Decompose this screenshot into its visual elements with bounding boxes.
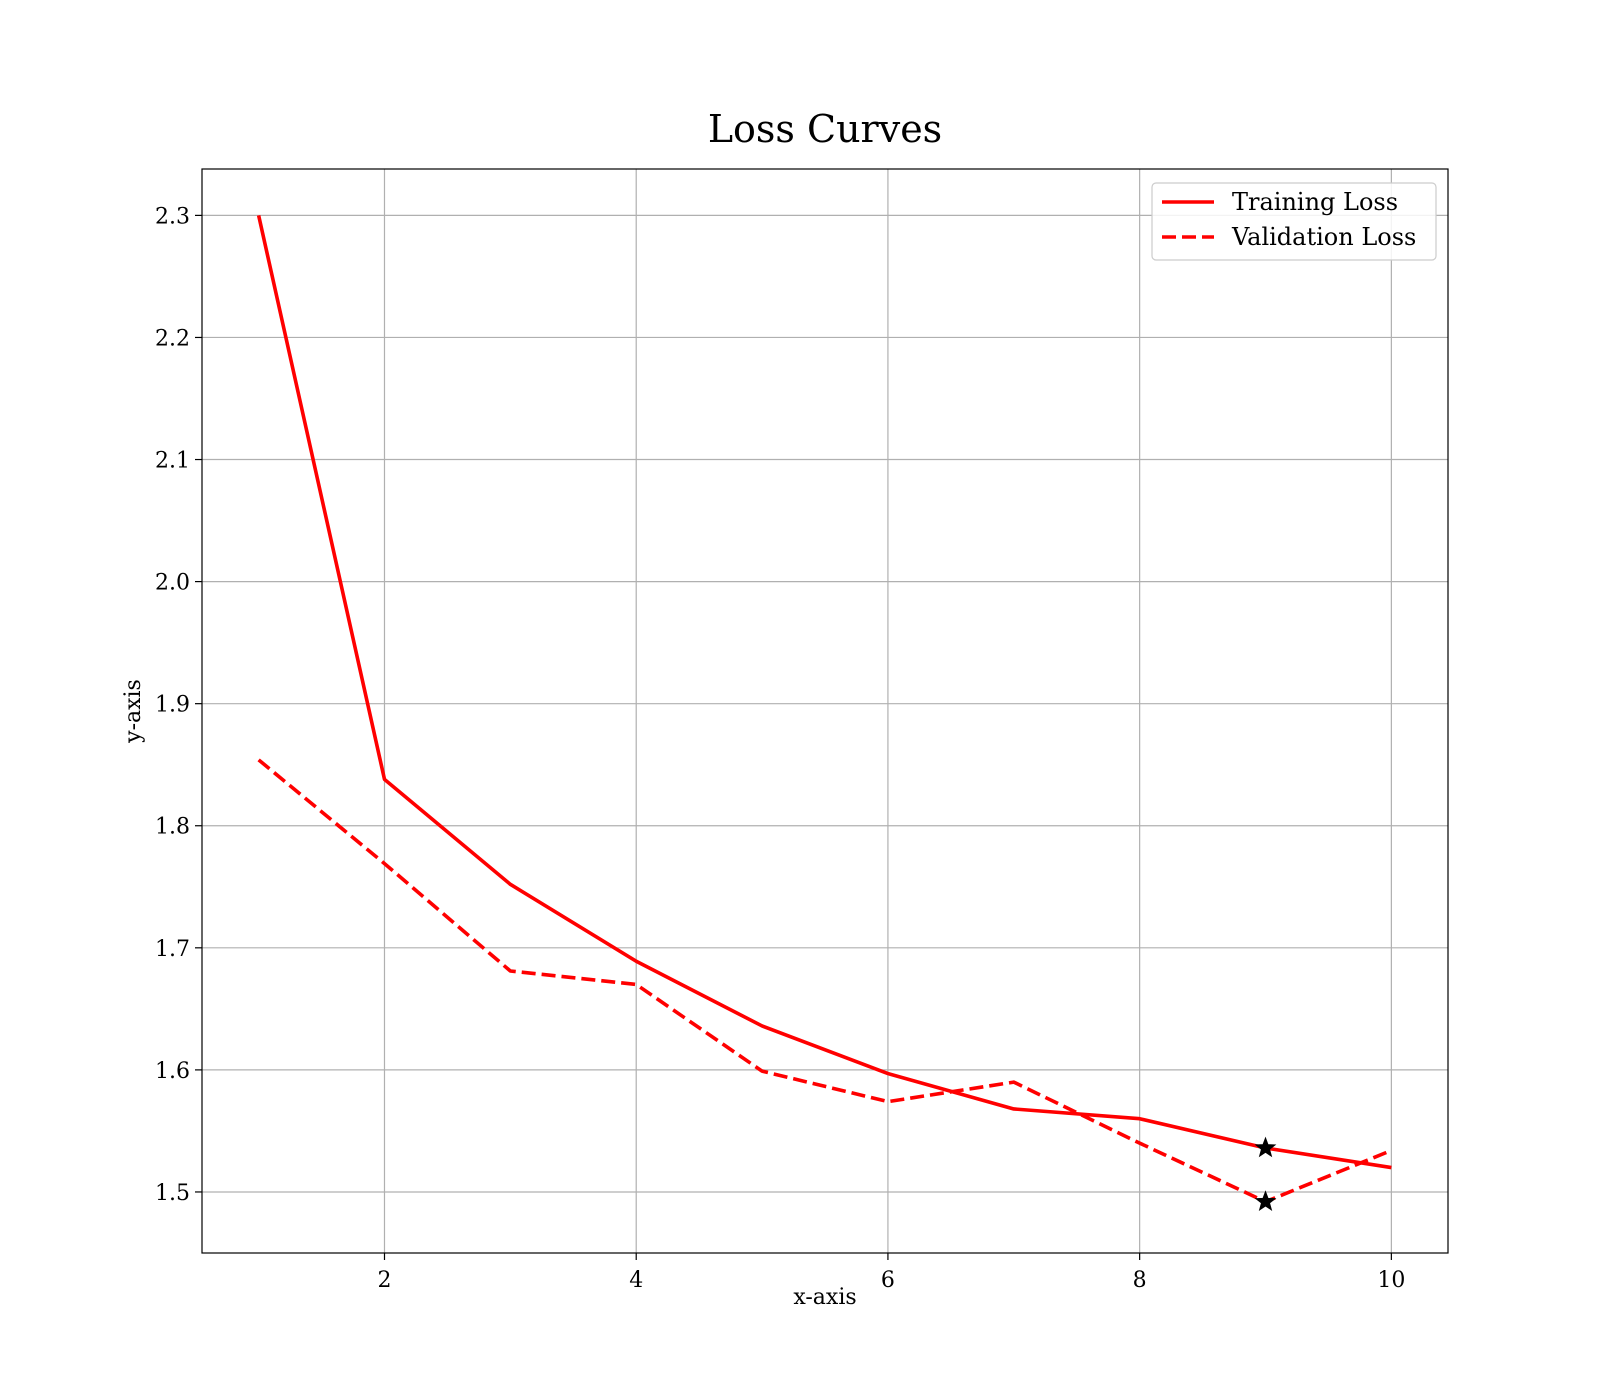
grid-lines — [202, 169, 1448, 1253]
x-tick-label-4: 10 — [1377, 1268, 1405, 1293]
star-markers — [1254, 1136, 1277, 1211]
legend-label-1: Validation Loss — [1231, 223, 1416, 251]
y-tick-label-5: 2.0 — [155, 571, 190, 596]
y-tick-label-3: 1.8 — [155, 815, 190, 840]
y-tick-label-0: 1.5 — [155, 1181, 190, 1206]
y-tick-label-8: 2.3 — [155, 204, 190, 229]
x-tick-label-2: 6 — [881, 1268, 895, 1293]
legend-label-0: Training Loss — [1232, 188, 1398, 216]
y-tick-label-6: 2.1 — [155, 449, 190, 474]
chart-title: Loss Curves — [708, 107, 942, 151]
legend: Training Loss Validation Loss — [1151, 182, 1437, 261]
y-tick-label-2: 1.7 — [155, 937, 190, 962]
series-line-validation-loss — [257, 758, 1393, 1204]
legend-box — [1151, 182, 1437, 261]
series-lines — [256, 214, 1393, 1204]
star-marker-icon-0 — [1254, 1136, 1277, 1158]
x-axis-label: x-axis — [793, 1285, 856, 1310]
x-tick-label-1: 4 — [629, 1268, 643, 1293]
axis-ticks: 2 4 6 8 10 1.5 1.6 1.7 1.8 1.9 2.0 2.1 2.2 2.3 — [155, 204, 1405, 1293]
plot-area-frame — [201, 168, 1449, 1254]
y-axis-label: y-axis — [121, 679, 146, 744]
y-tick-label-4: 1.9 — [155, 693, 190, 718]
y-tick-label-7: 2.2 — [155, 326, 190, 351]
star-marker-icon-1 — [1254, 1190, 1277, 1211]
x-tick-label-0: 2 — [377, 1268, 391, 1293]
series-line-training-loss — [256, 214, 1392, 1170]
y-tick-label-1: 1.6 — [155, 1059, 190, 1084]
x-tick-label-3: 8 — [1133, 1268, 1147, 1293]
